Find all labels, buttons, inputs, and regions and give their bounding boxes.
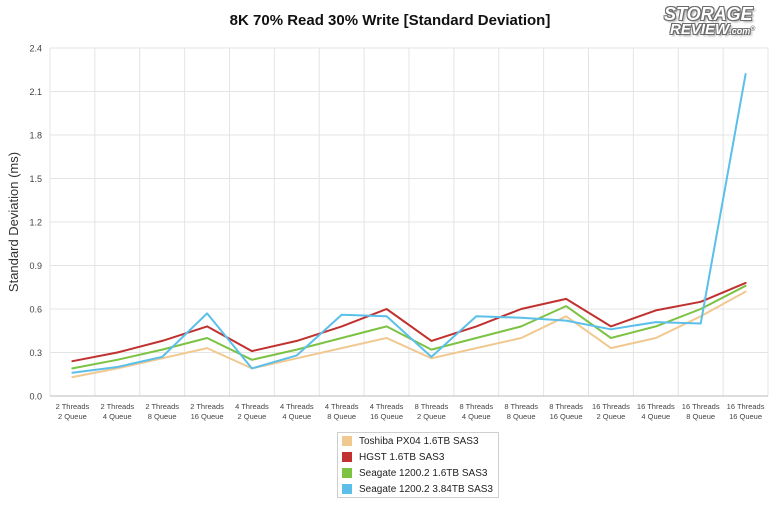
chart-title: 8K 70% Read 30% Write [Standard Deviatio… (229, 12, 551, 29)
y-tick-label: 0.0 (29, 392, 42, 402)
series-line-4 (71, 73, 747, 374)
y-tick-label: 1.5 (29, 174, 42, 184)
series-layer (71, 73, 747, 379)
logo-line-2-word: REVIEW (670, 21, 730, 38)
logo-line-1: STORAGE (664, 4, 753, 24)
x-tick-label: 2 Threads 8 Queue (145, 402, 179, 421)
x-tick-label: 8 Threads 8 Queue (504, 402, 538, 421)
x-tick-label: 4 Threads 8 Queue (325, 402, 359, 421)
y-axis-label: Standard Deviation (ms) (6, 152, 21, 292)
series-line-2 (71, 281, 747, 363)
y-tick-label: 0.6 (29, 305, 42, 315)
logo-line-2: REVIEW.com® (664, 22, 768, 39)
legend-swatch (342, 468, 352, 478)
x-tick-label: 4 Threads 16 Queue (370, 402, 404, 421)
x-tick-label: 2 Threads 2 Queue (56, 402, 90, 421)
x-tick-label: 4 Threads 4 Queue (280, 402, 314, 421)
series-line-1 (71, 290, 747, 379)
logo-registered-mark: ® (750, 26, 756, 33)
legend-item: HGST 1.6TB SAS3 (338, 449, 498, 465)
x-tick-label: 16 Threads 4 Queue (637, 402, 675, 421)
legend-label: Seagate 1200.2 1.6TB SAS3 (359, 467, 488, 479)
legend-swatch (342, 436, 352, 446)
chart-legend: Toshiba PX04 1.6TB SAS3 HGST 1.6TB SAS3 Se… (337, 432, 499, 498)
legend-item: Toshiba PX04 1.6TB SAS3 (338, 433, 498, 449)
y-tick-label: 0.9 (29, 261, 42, 271)
series-line-3 (71, 284, 747, 370)
legend-item: Seagate 1200.2 1.6TB SAS3 (338, 465, 498, 481)
legend-label: Seagate 1200.2 3.84TB SAS3 (359, 483, 493, 495)
x-tick-label: 2 Threads 4 Queue (100, 402, 134, 421)
logo-line-2-suffix: .com (729, 26, 751, 36)
x-tick-label: 16 Threads 16 Queue (727, 402, 765, 421)
y-tick-label: 0.3 (29, 348, 42, 358)
x-tick-label: 2 Threads 16 Queue (190, 402, 224, 421)
legend-item: Seagate 1200.2 3.84TB SAS3 (338, 481, 498, 497)
grid-layer (49, 47, 769, 397)
y-tick-label: 2.1 (29, 87, 42, 97)
legend-swatch (342, 484, 352, 494)
x-tick-label: 16 Threads 2 Queue (592, 402, 630, 421)
legend-label: HGST 1.6TB SAS3 (359, 451, 445, 463)
x-tick-label: 8 Threads 4 Queue (459, 402, 493, 421)
storagereview-logo: STORAGE REVIEW.com® (664, 4, 768, 40)
y-tick-label: 2.4 (29, 44, 42, 54)
x-tick-label: 16 Threads 8 Queue (682, 402, 720, 421)
x-tick-label: 8 Threads 2 Queue (415, 402, 449, 421)
axis-layer: 0.0 0.3 0.6 0.9 1.2 1.5 1.8 2.1 2.4 2 Threads 2 Qu… (29, 44, 768, 421)
x-tick-label: 4 Threads 2 Queue (235, 402, 269, 421)
x-tick-label: 8 Threads 16 Queue (549, 402, 583, 421)
legend-label: Toshiba PX04 1.6TB SAS3 (359, 435, 479, 447)
legend-swatch (342, 452, 352, 462)
y-tick-label: 1.8 (29, 131, 42, 141)
y-tick-label: 1.2 (29, 218, 42, 228)
